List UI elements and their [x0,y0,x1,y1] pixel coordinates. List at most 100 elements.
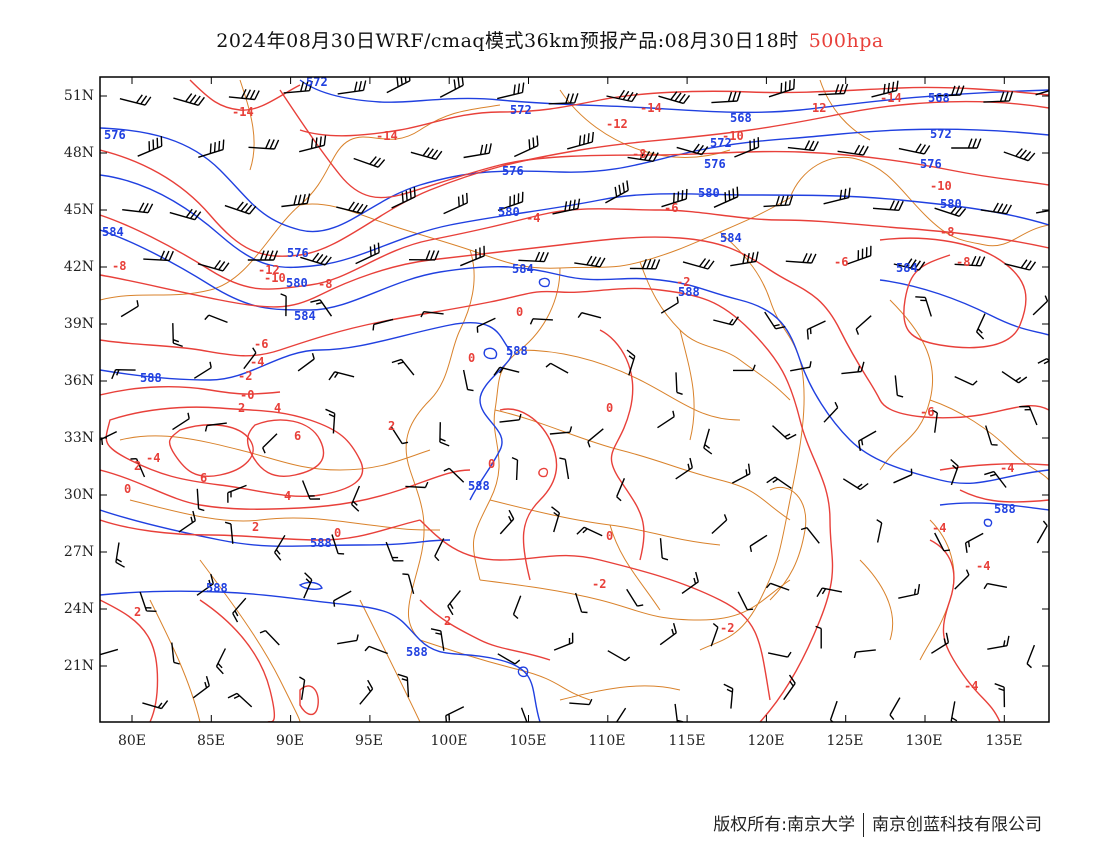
svg-text:-8: -8 [318,277,332,291]
wind-barb [243,347,257,370]
wind-barb [247,250,279,261]
wind-barb [228,88,260,101]
svg-text:576: 576 [104,128,126,142]
svg-text:-8: -8 [632,147,646,161]
wind-barb [574,255,606,268]
chart-title: 2024年08月30日WRF/cmaq模式36km预报产品:08月30日18时 5… [0,26,1100,53]
wind-barb [898,583,921,599]
wind-barb [626,588,644,607]
wind-barb [391,358,415,376]
wind-barb [520,707,528,722]
wind-barb [703,428,713,455]
wind-barb [283,80,313,94]
wind-barb [215,648,227,675]
wind-barb [734,137,760,158]
wind-barb [143,250,174,262]
svg-text:584: 584 [896,261,918,275]
svg-text:-2: -2 [720,621,734,635]
wind-barb [616,478,626,502]
svg-text:-2: -2 [238,369,252,383]
wind-barb [823,401,839,423]
wind-barb [629,259,661,270]
lat-label: 45N [63,202,94,218]
wind-barb [142,700,169,710]
lat-label: 30N [63,487,94,503]
wind-barb [1036,520,1048,544]
wind-barb [300,252,332,266]
wind-barb [443,192,468,215]
svg-text:-6: -6 [834,255,848,269]
wind-barb [587,428,604,448]
wind-barb [1059,486,1084,497]
wind-barb [934,532,950,552]
wind-barb [337,634,359,645]
svg-text:2: 2 [134,605,141,619]
wind-barb [100,648,119,656]
svg-text:572: 572 [710,136,732,150]
wind-barb [845,245,872,266]
wind-barb [232,597,247,623]
wind-barb [1032,295,1049,316]
svg-text:6: 6 [294,429,301,443]
svg-text:576: 576 [920,157,942,171]
wind-barb [713,186,739,208]
wind-barb [711,514,728,535]
svg-text:-14: -14 [640,101,662,115]
wind-barb [493,366,520,376]
wind-barb [733,364,756,372]
wind-barb [310,299,333,317]
wind-barb [983,582,1008,590]
wind-barb [1063,579,1080,596]
wind-barb [987,635,1010,650]
svg-text:568: 568 [730,111,752,125]
boundary-lines [100,79,1049,722]
wind-barb [889,697,901,721]
svg-text:-8: -8 [956,255,970,269]
wind-barb [196,573,214,596]
svg-text:2: 2 [388,419,395,433]
wind-barb [331,534,345,555]
wind-barb [353,156,386,168]
wind-barb [783,674,796,701]
wind-barb [122,202,154,214]
svg-text:0: 0 [516,305,523,319]
wind-barb [333,590,352,607]
wind-barb [462,369,474,392]
svg-text:588: 588 [506,344,528,358]
svg-text:4: 4 [284,489,291,503]
svg-text:-14: -14 [232,105,254,119]
svg-text:-10: -10 [930,179,952,193]
height-contours [100,79,1049,722]
wind-barb [359,679,374,705]
lat-label: 51N [63,88,94,104]
svg-text:-10: -10 [264,271,286,285]
wind-barb [447,590,461,616]
wind-barb [872,200,904,211]
svg-text:0: 0 [334,526,341,540]
wind-barb [772,425,797,440]
wind-barb [815,625,822,649]
svg-text:0: 0 [606,401,613,415]
svg-text:588: 588 [206,581,228,595]
svg-text:572: 572 [930,127,952,141]
wind-barb [675,457,693,480]
svg-text:588: 588 [310,536,332,550]
wind-barb [281,193,311,208]
svg-text:-6: -6 [664,201,678,215]
svg-text:584: 584 [720,231,742,245]
lon-label: 125E [826,733,864,749]
svg-text:572: 572 [306,75,328,89]
wind-barb [439,77,464,98]
svg-text:0: 0 [468,351,475,365]
lon-label: 115E [668,733,706,749]
wind-barb [460,245,485,267]
wind-barb [1004,259,1037,271]
wind-barb [397,673,410,698]
wind-barb [553,632,574,651]
svg-text:-6: -6 [254,337,268,351]
wind-barb [1035,209,1049,214]
wind-barb [607,650,631,662]
lat-label: 24N [63,601,94,617]
wind-barb [434,538,445,562]
wind-barb [569,698,593,706]
